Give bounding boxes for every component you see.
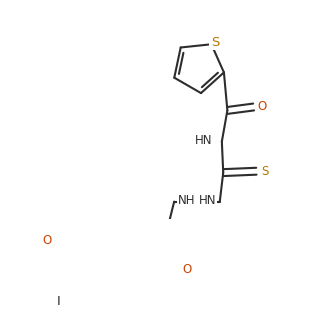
Text: I: I [57, 294, 61, 307]
Text: S: S [211, 36, 219, 49]
Text: NH: NH [178, 194, 195, 207]
Text: HN: HN [195, 134, 212, 147]
Text: S: S [261, 165, 268, 178]
Text: O: O [43, 235, 52, 248]
Text: O: O [183, 263, 192, 276]
Text: HN: HN [199, 194, 216, 207]
Text: O: O [257, 100, 266, 113]
